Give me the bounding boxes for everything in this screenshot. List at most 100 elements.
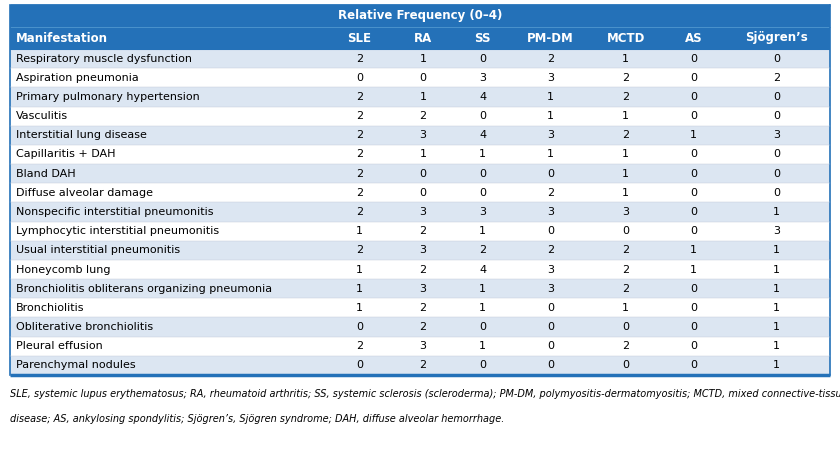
Text: Interstitial lung disease: Interstitial lung disease [16,130,147,140]
Text: SS: SS [475,32,491,45]
Text: 3: 3 [479,207,486,217]
Text: 1: 1 [419,54,427,64]
Text: AS: AS [685,32,702,45]
Text: 2: 2 [419,226,427,236]
Text: 2: 2 [773,73,780,83]
Text: 2: 2 [356,246,363,255]
Bar [10,260,830,279]
Text: 1: 1 [622,303,629,313]
Text: 2: 2 [622,264,629,274]
Text: 1: 1 [479,341,486,351]
Text: 2: 2 [356,111,363,121]
Text: Relative Frequency (0–4): Relative Frequency (0–4) [338,10,502,22]
Text: 1: 1 [622,188,629,198]
Text: 3: 3 [419,284,427,294]
Text: 4: 4 [479,130,486,140]
Text: Parenchymal nodules: Parenchymal nodules [16,360,135,370]
Text: 1: 1 [690,246,697,255]
Text: 1: 1 [690,264,697,274]
Text: 0: 0 [356,322,363,332]
Text: 3: 3 [547,264,554,274]
Text: 0: 0 [356,73,363,83]
Text: 1: 1 [773,284,780,294]
Text: 2: 2 [622,284,629,294]
Text: 0: 0 [690,188,697,198]
Text: 1: 1 [773,322,780,332]
Text: 2: 2 [419,264,427,274]
Text: 1: 1 [773,303,780,313]
Text: 3: 3 [547,284,554,294]
Text: 0: 0 [547,341,554,351]
Bar [10,68,830,87]
Text: 1: 1 [622,168,629,179]
Text: 3: 3 [419,246,427,255]
Text: 0: 0 [690,150,697,159]
Text: Honeycomb lung: Honeycomb lung [16,264,111,274]
Text: 0: 0 [690,111,697,121]
Text: 1: 1 [547,92,554,102]
Text: 2: 2 [479,246,486,255]
Text: 0: 0 [622,360,629,370]
Bar [10,336,830,356]
Text: Bland DAH: Bland DAH [16,168,76,179]
Text: 0: 0 [479,322,486,332]
Text: Primary pulmonary hypertension: Primary pulmonary hypertension [16,92,200,102]
Text: 0: 0 [479,54,486,64]
Text: 2: 2 [356,130,363,140]
Text: 0: 0 [622,226,629,236]
Text: disease; AS, ankylosing spondylitis; Sjögren’s, Sjögren syndrome; DAH, diffuse a: disease; AS, ankylosing spondylitis; Sjö… [10,414,505,424]
Text: 3: 3 [773,226,780,236]
Bar [10,222,830,241]
Text: 2: 2 [622,73,629,83]
Bar [10,279,830,298]
Text: 0: 0 [547,226,554,236]
Text: 0: 0 [773,111,780,121]
Text: 0: 0 [690,73,697,83]
Text: Respiratory muscle dysfunction: Respiratory muscle dysfunction [16,54,192,64]
Bar [10,183,830,202]
Text: 4: 4 [479,92,486,102]
Text: 2: 2 [356,92,363,102]
Text: 2: 2 [622,246,629,255]
Text: 2: 2 [356,188,363,198]
Text: MCTD: MCTD [606,32,645,45]
Text: 1: 1 [773,207,780,217]
Text: 0: 0 [773,168,780,179]
Text: Pleural effusion: Pleural effusion [16,341,102,351]
Text: 0: 0 [479,360,486,370]
Text: 0: 0 [690,92,697,102]
Text: 2: 2 [547,54,554,64]
Bar [10,318,830,336]
Text: 0: 0 [773,92,780,102]
Text: 0: 0 [547,360,554,370]
Text: 2: 2 [622,341,629,351]
Text: 0: 0 [690,207,697,217]
Text: 3: 3 [419,341,427,351]
Text: Bronchiolitis obliterans organizing pneumonia: Bronchiolitis obliterans organizing pneu… [16,284,272,294]
Text: RA: RA [414,32,432,45]
Text: 0: 0 [419,73,427,83]
Bar [10,87,830,106]
Text: 2: 2 [356,207,363,217]
Text: Diffuse alveolar damage: Diffuse alveolar damage [16,188,153,198]
Text: 2: 2 [547,188,554,198]
Text: Obliterative bronchiolitis: Obliterative bronchiolitis [16,322,153,332]
Text: 2: 2 [547,246,554,255]
Text: 1: 1 [547,111,554,121]
Bar [10,126,830,145]
Text: 3: 3 [547,130,554,140]
Text: 2: 2 [419,303,427,313]
Text: 1: 1 [479,303,486,313]
Text: 1: 1 [356,226,363,236]
Text: 0: 0 [690,284,697,294]
Text: Aspiration pneumonia: Aspiration pneumonia [16,73,139,83]
Bar [10,298,830,318]
Text: 0: 0 [419,188,427,198]
Bar [10,5,830,27]
Bar [10,241,830,260]
Text: PM-DM: PM-DM [527,32,574,45]
Text: 2: 2 [356,341,363,351]
Text: 3: 3 [547,207,554,217]
Text: 1: 1 [419,150,427,159]
Text: 2: 2 [419,360,427,370]
